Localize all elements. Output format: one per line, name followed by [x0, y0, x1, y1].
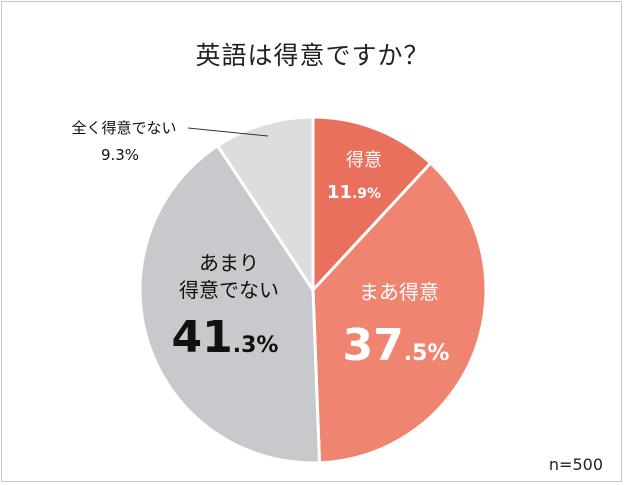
slice-label-1: まあ得意 — [359, 280, 439, 304]
pie-slice-2 — [138, 144, 322, 465]
slice-value-1-int: 37 — [343, 320, 404, 371]
sample-size-note: n=500 — [548, 455, 603, 474]
slice-value-0-int: 11 — [327, 182, 352, 203]
pie-slice-1 — [311, 161, 488, 465]
chart-title: 英語は得意ですか？ — [195, 41, 430, 70]
slice-label-2-line-0: あまり — [199, 251, 259, 275]
slice-value-3: 9.3% — [101, 146, 139, 164]
slice-value-2-int: 41 — [172, 312, 233, 363]
slice-label-3: 全く得意でない — [71, 119, 176, 137]
pie-slice-0 — [311, 115, 433, 292]
slice-value-0-dec: .9% — [352, 186, 381, 202]
slice-value-1-dec: .5% — [404, 341, 450, 366]
leader-line-3 — [187, 127, 269, 137]
slice-label-0: 得意 — [346, 150, 382, 171]
slice-value-1: 37.5% — [343, 320, 450, 371]
slice-value-0: 11.9% — [327, 182, 381, 203]
slice-value-2: 41.3% — [172, 312, 279, 363]
slice-value-2-dec: .3% — [233, 333, 279, 358]
pie-slices — [138, 115, 488, 465]
slice-label-2-line-1: 得意でない — [179, 278, 279, 302]
pie-slice-3 — [216, 115, 315, 292]
